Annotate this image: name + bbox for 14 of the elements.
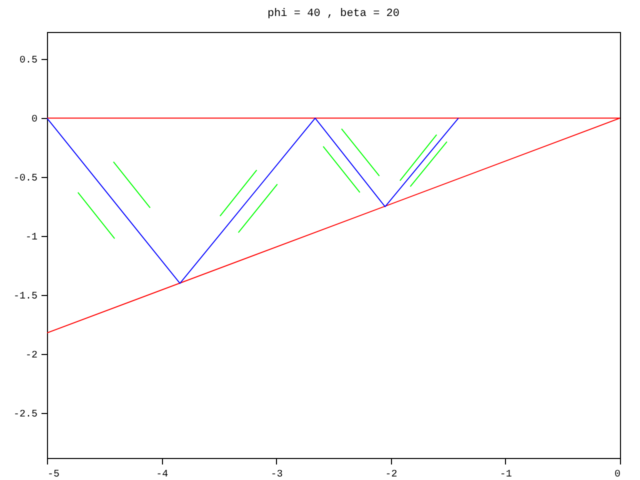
y-tick-label: -2 xyxy=(25,350,38,362)
y-tick-label: -1 xyxy=(25,232,38,244)
x-tick-label: 0 xyxy=(614,470,620,480)
y-tick-label: -1.5 xyxy=(13,292,38,303)
x-tick-label: -1 xyxy=(500,470,512,480)
x-tick-label: -5 xyxy=(48,470,60,480)
x-tick-label: -2 xyxy=(385,470,398,480)
y-tick-label: 0 xyxy=(31,114,38,126)
y-tick-label: -0.5 xyxy=(13,174,38,185)
x-tick-label: -3 xyxy=(270,470,283,480)
y-tick-label: -2.5 xyxy=(13,410,38,421)
y-tick-label: 0.5 xyxy=(19,56,38,67)
x-tick-label: -4 xyxy=(156,470,168,480)
chart-title: phi = 40 , beta = 20 xyxy=(267,8,400,20)
